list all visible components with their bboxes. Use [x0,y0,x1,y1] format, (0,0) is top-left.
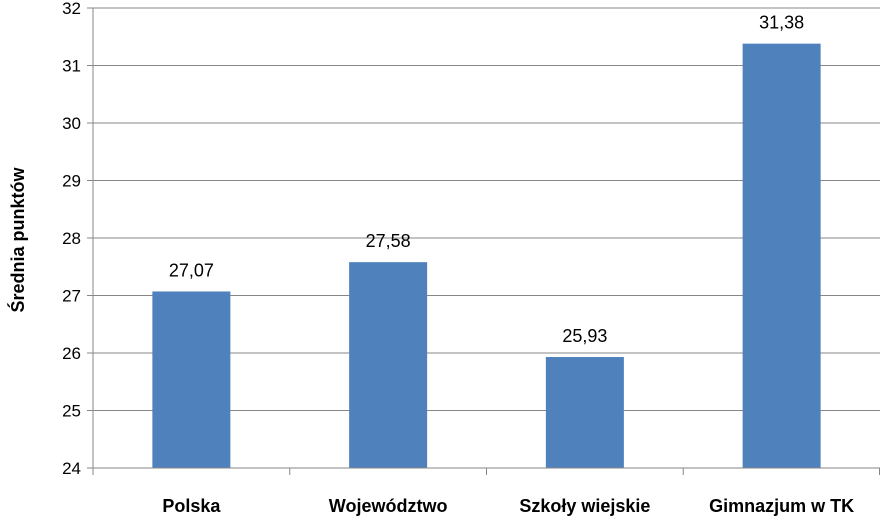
x-tick-label: Gimnazjum w TK [709,496,854,516]
y-tick-label: 28 [62,229,81,248]
y-tick-label: 32 [62,0,81,18]
y-tick-label: 24 [62,459,81,478]
data-label: 27,07 [169,260,214,280]
bar [545,357,624,468]
bar [742,43,821,469]
y-tick-label: 26 [62,344,81,363]
x-tick-label: Województwo [329,496,448,516]
y-axis-label: Średnia punktów [7,166,28,312]
y-tick-label: 29 [62,172,81,191]
data-label: 31,38 [759,13,804,33]
data-label: 25,93 [562,326,607,346]
bars [152,43,821,469]
y-tick-label: 31 [62,57,81,76]
x-tick-label: Polska [162,496,221,516]
y-tick-label: 30 [62,114,81,133]
y-tick-label: 27 [62,287,81,306]
bar [152,291,231,468]
y-tick-label: 25 [62,402,81,421]
axes [87,7,880,475]
labels: 24 25 26 27 28 29 30 31 32 27,07 Polska 27,58 Wojewó… [62,0,854,516]
x-tick-label: Szkoły wiejskie [519,496,650,516]
bar [349,262,428,468]
data-label: 27,58 [366,231,411,251]
